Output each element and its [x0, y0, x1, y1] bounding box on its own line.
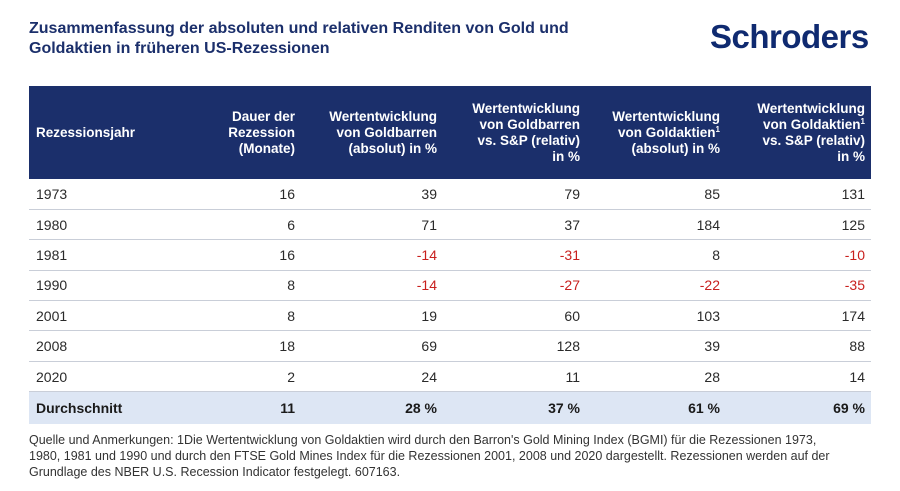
footnote: Quelle und Anmerkungen: 1Die Wertentwick… [29, 432, 874, 480]
row-value-cell: 8 [213, 300, 301, 332]
average-value-cell: 28 % [301, 391, 443, 424]
row-value-cell: 125 [726, 209, 871, 241]
header-dauer: Dauer der Rezession (Monate) [213, 86, 301, 179]
title-line-2: Goldaktien in früheren US-Rezessionen [29, 40, 330, 57]
row-value-cell: 85 [586, 179, 726, 210]
row-value-cell: 39 [586, 330, 726, 362]
average-label: Durchschnitt [29, 391, 213, 424]
header-goldbarren-relativ: Wertentwicklung von Goldbarren vs. S&P (… [443, 86, 586, 179]
row-value-cell: -14 [301, 239, 443, 271]
table-row: 1973 16 39 79 85 131 [29, 179, 871, 210]
row-year-cell: 2020 [29, 361, 213, 393]
row-value-cell: -27 [443, 270, 586, 302]
row-value-cell: 79 [443, 179, 586, 210]
row-value-cell: 11 [443, 361, 586, 393]
footnote-line-2: 1980, 1981 und 1990 und durch den FTSE G… [29, 449, 830, 463]
page-title: Zusammenfassung der absoluten und relati… [29, 19, 649, 59]
table-row: 2008 18 69 128 39 88 [29, 330, 871, 362]
row-value-cell: 128 [443, 330, 586, 362]
row-value-cell: 8 [213, 270, 301, 302]
row-year-cell: 1981 [29, 239, 213, 271]
schroders-logo: Schroders [710, 18, 869, 55]
table-row: 1980 6 71 37 184 125 [29, 209, 871, 241]
row-year-cell: 2008 [29, 330, 213, 362]
header-goldaktien-absolut: Wertentwicklung von Goldaktien1 (absolut… [586, 86, 726, 179]
row-value-cell: 184 [586, 209, 726, 241]
row-year-cell: 1990 [29, 270, 213, 302]
footnote-marker: 1 [860, 116, 865, 126]
row-value-cell: 103 [586, 300, 726, 332]
header-goldbarren-absolut: Wertentwicklung von Goldbarren (absolut)… [301, 86, 443, 179]
average-row: Durchschnitt 11 28 % 37 % 61 % 69 % [29, 391, 871, 424]
row-year-cell: 2001 [29, 300, 213, 332]
row-year-cell: 1973 [29, 179, 213, 210]
row-value-cell: 60 [443, 300, 586, 332]
footnote-marker: 1 [715, 124, 720, 134]
row-value-cell: 16 [213, 239, 301, 271]
title-line-1: Zusammenfassung der absoluten und relati… [29, 20, 569, 37]
row-value-cell: 14 [726, 361, 871, 393]
footnote-line-3: Grundlage des NBER U.S. Recession Indica… [29, 465, 401, 479]
row-value-cell: 8 [586, 239, 726, 271]
row-value-cell: 131 [726, 179, 871, 210]
row-value-cell: 18 [213, 330, 301, 362]
table-row: 2020 2 24 11 28 14 [29, 361, 871, 393]
row-value-cell: 88 [726, 330, 871, 362]
row-year-cell: 1980 [29, 209, 213, 241]
row-value-cell: 19 [301, 300, 443, 332]
average-value-cell: 11 [213, 391, 301, 424]
recession-returns-table: Rezessionsjahr Dauer der Rezession (Mona… [29, 86, 871, 424]
table-body: 1973 16 39 79 85 131 1980 6 71 37 184 125 1981 16 -14-… [29, 179, 871, 424]
row-value-cell: -22 [586, 270, 726, 302]
row-value-cell: 24 [301, 361, 443, 393]
row-value-cell: 69 [301, 330, 443, 362]
average-value-cell: 69 % [726, 391, 871, 424]
table-header-row: Rezessionsjahr Dauer der Rezession (Mona… [29, 86, 871, 179]
row-value-cell: 16 [213, 179, 301, 210]
footnote-line-1: Quelle und Anmerkungen: 1Die Wertentwick… [29, 433, 817, 447]
header-rezessionsjahr: Rezessionsjahr [29, 86, 213, 179]
row-value-cell: 2 [213, 361, 301, 393]
row-value-cell: 39 [301, 179, 443, 210]
table-row: 1981 16 -14 -31 8 -10 [29, 239, 871, 271]
table-row: 1990 8 -14 -27 -22 -35 [29, 270, 871, 302]
row-value-cell: 37 [443, 209, 586, 241]
average-value-cell: 61 % [586, 391, 726, 424]
header-goldaktien-relativ: Wertentwicklung von Goldaktien1 vs. S&P … [726, 86, 871, 179]
table-row: 2001 8 19 60 103 174 [29, 300, 871, 332]
row-value-cell: 6 [213, 209, 301, 241]
average-value-cell: 37 % [443, 391, 586, 424]
row-value-cell: 71 [301, 209, 443, 241]
row-value-cell: -35 [726, 270, 871, 302]
row-value-cell: -10 [726, 239, 871, 271]
row-value-cell: -31 [443, 239, 586, 271]
row-value-cell: 28 [586, 361, 726, 393]
row-value-cell: 174 [726, 300, 871, 332]
row-value-cell: -14 [301, 270, 443, 302]
